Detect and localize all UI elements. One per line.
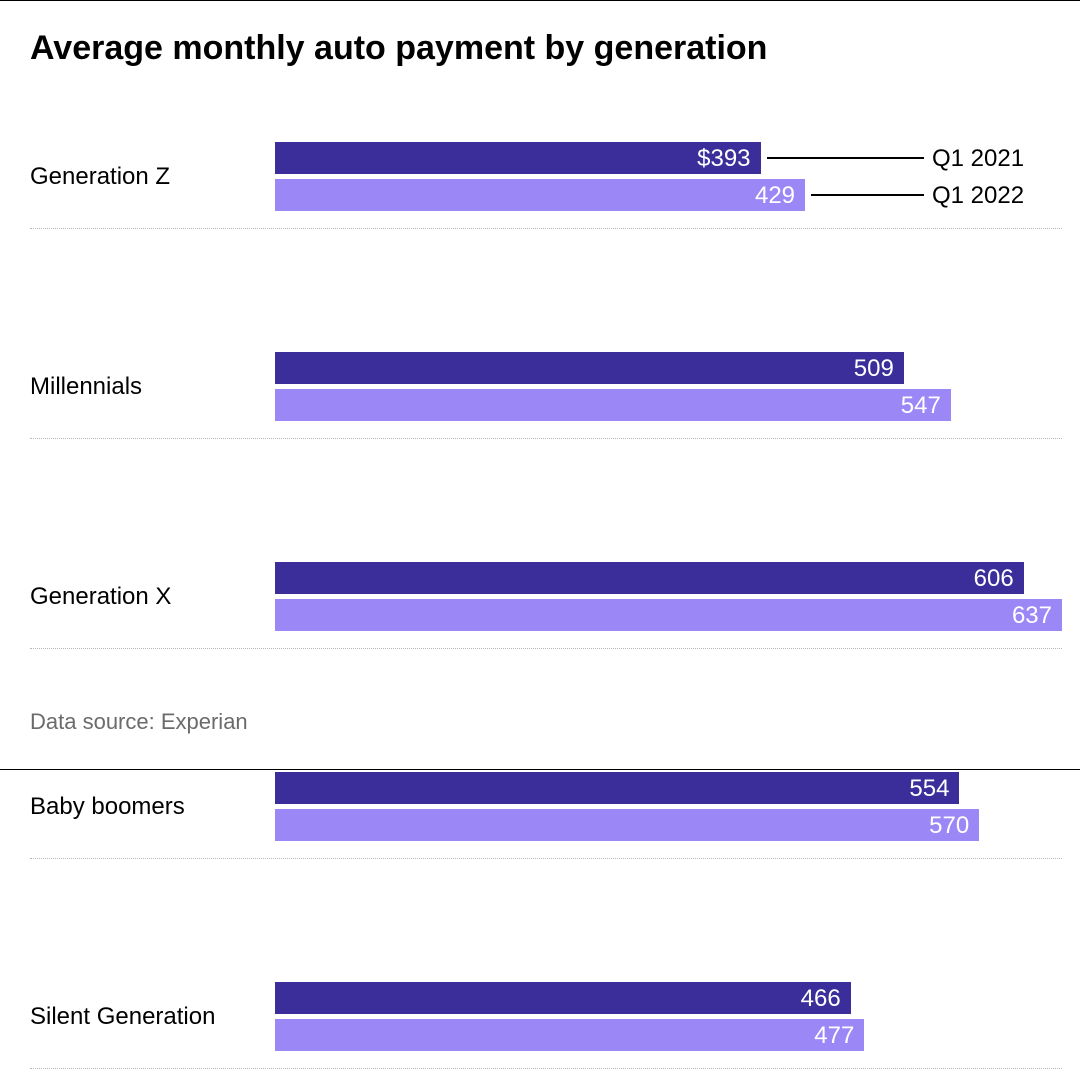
bar-value-label: 570 xyxy=(275,812,969,840)
category-label: Generation Z xyxy=(30,163,170,191)
chart-title: Average monthly auto payment by generati… xyxy=(30,29,1062,68)
bar-value-label: 554 xyxy=(275,775,949,803)
bar-value-label: 509 xyxy=(275,355,894,383)
bar-value-label: 606 xyxy=(275,565,1014,593)
chart-frame: Average monthly auto payment by generati… xyxy=(0,0,1080,770)
callout-line xyxy=(811,194,924,196)
chart-row: Generation Z $393 Q1 2021 429 Q1 2022 xyxy=(30,124,1062,229)
bar-value-label: $393 xyxy=(275,145,751,173)
callout-line xyxy=(767,157,924,159)
bar-value-label: 477 xyxy=(275,1022,854,1050)
category-label: Silent Generation xyxy=(30,1003,215,1031)
chart-row: Silent Generation 466 477 xyxy=(30,964,1062,1069)
row-separator xyxy=(30,228,1062,229)
category-label: Baby boomers xyxy=(30,793,185,821)
legend-callout: Q1 2021 xyxy=(932,145,1024,173)
bar-value-label: 637 xyxy=(275,602,1052,630)
bar-value-label: 466 xyxy=(275,985,841,1013)
legend-callout: Q1 2022 xyxy=(932,182,1024,210)
row-separator xyxy=(30,438,1062,439)
chart-row: Millennials 509 547 xyxy=(30,334,1062,439)
bar-chart: Generation Z $393 Q1 2021 429 Q1 2022 Millenn… xyxy=(30,124,1062,649)
row-separator xyxy=(30,648,1062,649)
data-source-footer: Data source: Experian xyxy=(30,709,248,735)
row-separator xyxy=(30,858,1062,859)
category-label: Generation X xyxy=(30,583,171,611)
chart-row: Generation X 606 637 xyxy=(30,544,1062,649)
bar-value-label: 547 xyxy=(275,392,941,420)
category-label: Millennials xyxy=(30,373,142,401)
bar-value-label: 429 xyxy=(275,182,795,210)
